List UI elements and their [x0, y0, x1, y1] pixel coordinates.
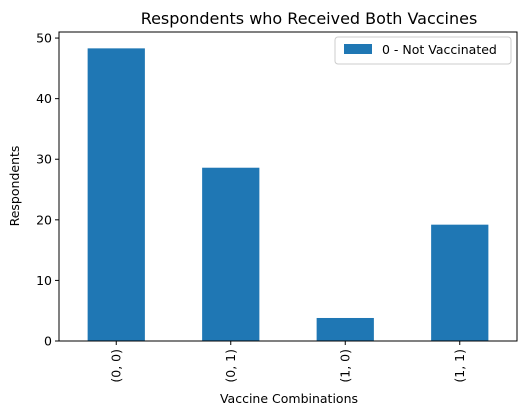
bar [316, 317, 374, 341]
y-tick-label: 10 [36, 273, 52, 288]
y-tick-label: 30 [36, 152, 52, 167]
chart-title: Respondents who Received Both Vaccines [141, 9, 478, 28]
legend-swatch [344, 44, 372, 54]
x-tick-label: (1, 1) [452, 349, 467, 383]
x-tick-label: (1, 0) [337, 349, 352, 383]
y-tick-label: 20 [36, 212, 52, 227]
y-tick-label: 0 [44, 334, 52, 349]
y-tick-label: 50 [36, 31, 52, 46]
x-tick-label: (0, 0) [108, 349, 123, 383]
legend: 0 - Not Vaccinated [334, 36, 512, 65]
plot-frame [58, 31, 518, 342]
bars-layer [87, 48, 489, 342]
legend-entry-label: 0 - Not Vaccinated [382, 42, 497, 57]
y-tick-label: 40 [36, 91, 52, 106]
x-axis: (0, 0) (0, 1) (1, 0) (1, 1) [108, 341, 467, 383]
bar [87, 48, 145, 342]
x-axis-label: Vaccine Combinations [220, 391, 358, 406]
x-tick-label: (0, 1) [223, 349, 238, 383]
y-axis-label: Respondents [7, 146, 22, 227]
bar [202, 167, 260, 341]
bar [431, 224, 489, 341]
y-axis: 0 10 20 30 40 50 [36, 31, 59, 349]
legend-box [334, 36, 512, 65]
